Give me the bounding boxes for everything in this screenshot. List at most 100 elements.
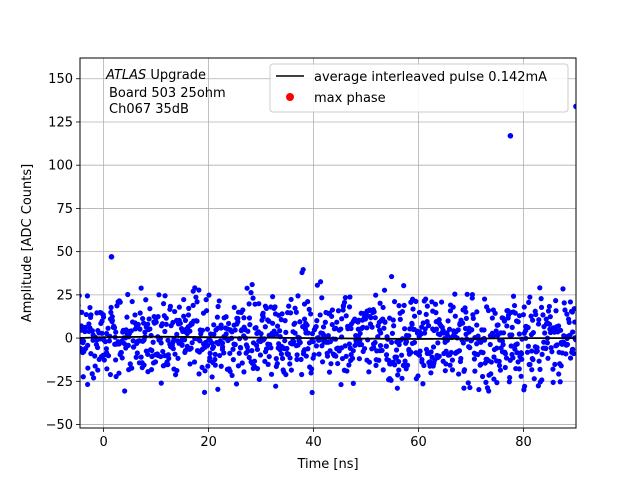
scatter-point (265, 361, 271, 367)
annotation-upgrade: Upgrade (146, 68, 206, 83)
scatter-point (186, 305, 192, 311)
scatter-point (346, 362, 352, 368)
scatter-point (239, 360, 245, 366)
scatter-point (447, 308, 454, 314)
scatter-point (329, 321, 335, 328)
scatter-point (393, 354, 400, 360)
scatter-point (529, 367, 535, 373)
scatter-point (108, 304, 114, 311)
scatter-point (539, 351, 545, 357)
scatter-point (286, 303, 292, 309)
scatter-point (158, 340, 164, 346)
scatter-point (82, 324, 88, 330)
scatter-point (369, 324, 375, 330)
scatter-point (372, 339, 378, 346)
scatter-point (287, 361, 293, 367)
y-tick-label: 50 (56, 245, 73, 260)
scatter-point (424, 303, 430, 309)
scatter-point (462, 305, 468, 311)
scatter-point (309, 389, 315, 396)
scatter-point (211, 331, 217, 337)
scatter-point (392, 362, 398, 368)
scatter-point (339, 355, 346, 362)
scatter-point (217, 352, 223, 359)
scatter-point (481, 296, 488, 302)
scatter-point (371, 344, 377, 351)
scatter-point (570, 329, 576, 335)
scatter-point (422, 326, 428, 332)
scatter-point (148, 366, 155, 373)
scatter-point (162, 293, 168, 299)
scatter-point (546, 303, 552, 310)
scatter-point (109, 317, 115, 324)
scatter-point (341, 299, 348, 305)
scatter-point (179, 341, 185, 348)
scatter-point (515, 359, 521, 365)
scatter-point (84, 293, 90, 299)
scatter-point (283, 329, 289, 335)
scatter-point (295, 293, 301, 299)
scatter-point (219, 340, 226, 346)
scatter-point (137, 310, 143, 316)
scatter-point (564, 341, 571, 348)
scatter-point (515, 319, 521, 325)
scatter-point (181, 313, 187, 319)
x-tick-label: 60 (410, 435, 427, 450)
scatter-point (146, 316, 152, 322)
scatter-point (522, 383, 528, 389)
scatter-point (546, 321, 553, 327)
scatter-point (535, 383, 541, 389)
scatter-point (373, 362, 379, 368)
scatter-point (416, 309, 423, 316)
scatter-point (505, 315, 511, 321)
scatter-point (364, 325, 370, 331)
scatter-point (237, 344, 243, 351)
scatter-point (549, 349, 555, 355)
scatter-point (134, 350, 140, 356)
scatter-point (544, 340, 551, 346)
scatter-point (235, 363, 242, 369)
scatter-point (545, 308, 552, 314)
scatter-point (395, 372, 401, 378)
scatter-point (282, 338, 288, 344)
scatter-point (383, 352, 390, 358)
scatter-point (147, 306, 153, 312)
scatter-point (358, 341, 365, 348)
scatter-point (165, 337, 171, 343)
scatter-point (377, 300, 383, 306)
scatter-point (446, 326, 453, 332)
scatter-point (88, 351, 94, 357)
scatter-point (511, 302, 518, 309)
scatter-point (558, 327, 564, 333)
scatter-point (313, 343, 320, 349)
scatter-point (279, 355, 286, 362)
scatter-point (329, 313, 335, 319)
scatter-point (309, 366, 315, 372)
scatter-point (301, 316, 308, 322)
scatter-point (381, 325, 387, 331)
scatter-point (304, 322, 310, 328)
scatter-point (357, 330, 363, 337)
scatter-point (342, 295, 348, 301)
scatter-point (190, 302, 196, 308)
scatter-point (496, 362, 503, 369)
scatter-point (421, 362, 427, 369)
scatter-point (263, 305, 270, 312)
scatter-point (491, 354, 497, 360)
scatter-point (111, 325, 118, 331)
scatter-point (80, 338, 87, 344)
scatter-point (273, 383, 279, 389)
scatter-point (377, 343, 384, 349)
scatter-point (131, 344, 137, 350)
x-tick-label: 80 (515, 435, 532, 450)
scatter-point (394, 385, 400, 391)
axis-ticks: 0 20 40 60 80 −50 −25 0 25 50 75 100 125 150 (46, 72, 532, 450)
scatter-point (327, 348, 333, 354)
scatter-point (268, 345, 274, 351)
scatter-point (105, 325, 111, 331)
scatter-point (172, 351, 178, 357)
scatter-point (571, 350, 576, 357)
scatter-point (109, 314, 115, 320)
scatter-point (518, 373, 524, 379)
scatter-point (189, 340, 195, 346)
